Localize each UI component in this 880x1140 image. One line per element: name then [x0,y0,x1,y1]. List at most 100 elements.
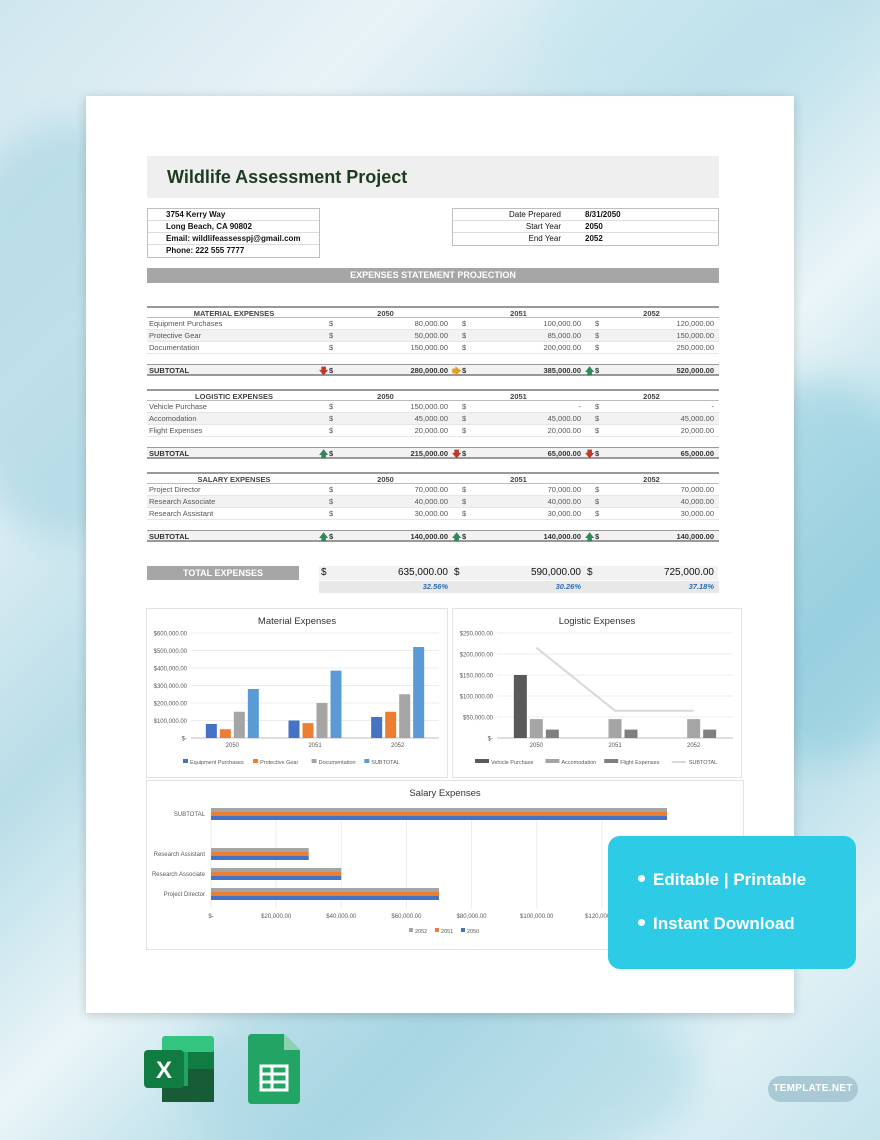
trend-up-icon: 🡅 [319,532,329,542]
currency: $ [329,485,334,494]
bar [288,720,300,738]
row-label: Accomodation [149,414,197,423]
y-tick-label: $200,000.00 [154,702,188,708]
info-key: Start Year [525,222,561,231]
bullet-icon [638,875,645,883]
year-header: 2051 [510,475,527,484]
legend-swatch [435,928,439,932]
address-line: Long Beach, CA 90802 [148,221,319,233]
x-tick-label: $20,000.00 [261,914,292,920]
bar [205,724,217,738]
cell-value: 45,000.00 [547,414,581,423]
y-tick-label: Project Director [164,892,205,898]
year-header: 2052 [643,309,660,318]
legend-swatch [364,759,370,763]
row-label: Vehicle Purchase [149,402,207,411]
subtotal-row: SUBTOTAL 🡅 $140,000.00 🡅 $140,000.00 🡅 $140,00… [147,530,719,542]
chart-title: Salary Expenses [409,788,481,799]
cell-value: 30,000.00 [547,509,581,518]
total-value: 635,000.00 [397,567,448,578]
currency: $ [595,319,600,328]
percent-value: 32.56% [422,582,448,591]
y-tick-label: $150,000.00 [460,674,494,680]
feature-badge: Editable | Printable Instant Download [608,836,856,969]
row-label: Documentation [149,343,200,352]
legend-swatch [311,759,317,763]
currency: $ [595,343,600,352]
y-tick-label: $50,000.00 [463,716,494,722]
bar [211,896,439,900]
subtotal-value: 140,000.00 [543,532,581,541]
trend-up-icon: 🡅 [319,449,329,459]
title-bar: Wildlife Assessment Project [147,156,719,198]
currency: $ [595,414,600,423]
currency: $ [462,449,467,458]
bar [211,808,667,812]
currency: $ [454,567,460,578]
email-line: Email: wildlifeassesspj@gmail.com [148,233,319,245]
year-header: 2050 [377,309,394,318]
phone-line: Phone: 222 555 7777 [166,246,245,255]
subtotal-row: SUBTOTAL 🡇 $280,000.00 🡆 $385,000.00 🡅 $520,00… [147,364,719,376]
brand-logo[interactable]: TEMPLATE.NET [768,1076,858,1102]
cell-value: 70,000.00 [414,485,448,494]
y-tick-label: $200,000.00 [460,653,494,659]
google-sheets-icon[interactable] [248,1034,300,1104]
legend-label: Accomodation [561,760,596,766]
section-header: MATERIAL EXPENSES [193,309,275,318]
bar [529,719,543,738]
info-box: Date Prepared 8/31/2050 Start Year 2050 En… [452,208,719,246]
trend-up-icon: 🡅 [585,366,595,376]
row-label: Protective Gear [149,331,202,340]
currency: $ [595,485,600,494]
trend-down-icon: 🡇 [452,449,462,459]
y-tick-label: $300,000.00 [154,684,188,690]
bar [624,729,638,738]
table-header: LOGISTIC EXPENSES 2050 2051 2052 [147,389,719,401]
cell-value: 30,000.00 [680,509,714,518]
expense-table: MATERIAL EXPENSES 2050 2051 2052 Equipment P… [147,306,719,376]
cell-value: 20,000.00 [414,426,448,435]
chart-title: Logistic Expenses [558,616,636,627]
cell-value: 150,000.00 [410,402,448,411]
y-tick-label: Research Assistant [154,852,206,858]
trend-down-icon: 🡇 [585,449,595,459]
cell-value: 80,000.00 [414,319,448,328]
subtotal-value: 215,000.00 [410,449,448,458]
bullet-icon [638,919,645,927]
legend-swatch [461,928,465,932]
currency: $ [462,343,467,352]
currency: $ [462,532,467,541]
subtotal-value: 520,000.00 [676,366,714,375]
currency: $ [329,509,334,518]
excel-letter: X [156,1057,172,1084]
currency: $ [462,402,467,411]
bar [302,723,314,738]
table-row: Flight Expenses $20,000.00 $20,000.00 $20,0… [147,425,719,437]
currency: $ [595,449,600,458]
year-header: 2050 [377,392,394,401]
table-row: Accomodation $45,000.00 $45,000.00 $45,000.… [147,413,719,425]
subtotal-value: 65,000.00 [547,449,581,458]
logistic-chart: Logistic Expenses $- $50,000.00 $100,000.0… [452,608,742,778]
bar [703,729,717,738]
currency: $ [329,532,334,541]
bar [413,647,425,738]
table-header: SALARY EXPENSES 2050 2051 2052 [147,472,719,484]
excel-icon[interactable]: X [144,1036,216,1102]
legend-swatch [183,759,188,763]
percent-value: 37.18% [688,582,714,591]
legend-label: SUBTOTAL [689,760,718,766]
subtotal-label: SUBTOTAL [149,366,190,375]
legend-swatch [475,759,489,763]
row-label: Research Assistant [149,509,214,518]
salary-chart-svg: $- $20,000.00 $40,000.00 $60,000.00 $80,000.… [152,808,667,935]
bar [211,892,439,896]
cell-value: 40,000.00 [680,497,714,506]
series-line [535,646,694,712]
info-key: Date Prepared [508,210,561,219]
y-tick-label: $- [488,737,493,743]
section-band: EXPENSES STATEMENT PROJECTION [147,268,719,283]
currency: $ [595,426,600,435]
x-tick-label: $120,000.00 [585,914,619,920]
